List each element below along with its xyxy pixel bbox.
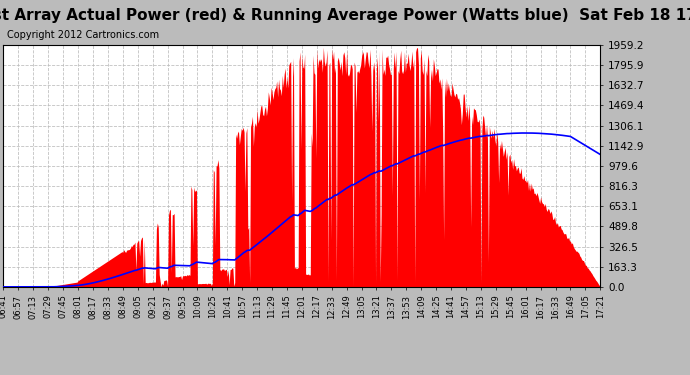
Text: Copyright 2012 Cartronics.com: Copyright 2012 Cartronics.com — [7, 30, 159, 40]
Text: West Array Actual Power (red) & Running Average Power (Watts blue)  Sat Feb 18 1: West Array Actual Power (red) & Running … — [0, 8, 690, 23]
